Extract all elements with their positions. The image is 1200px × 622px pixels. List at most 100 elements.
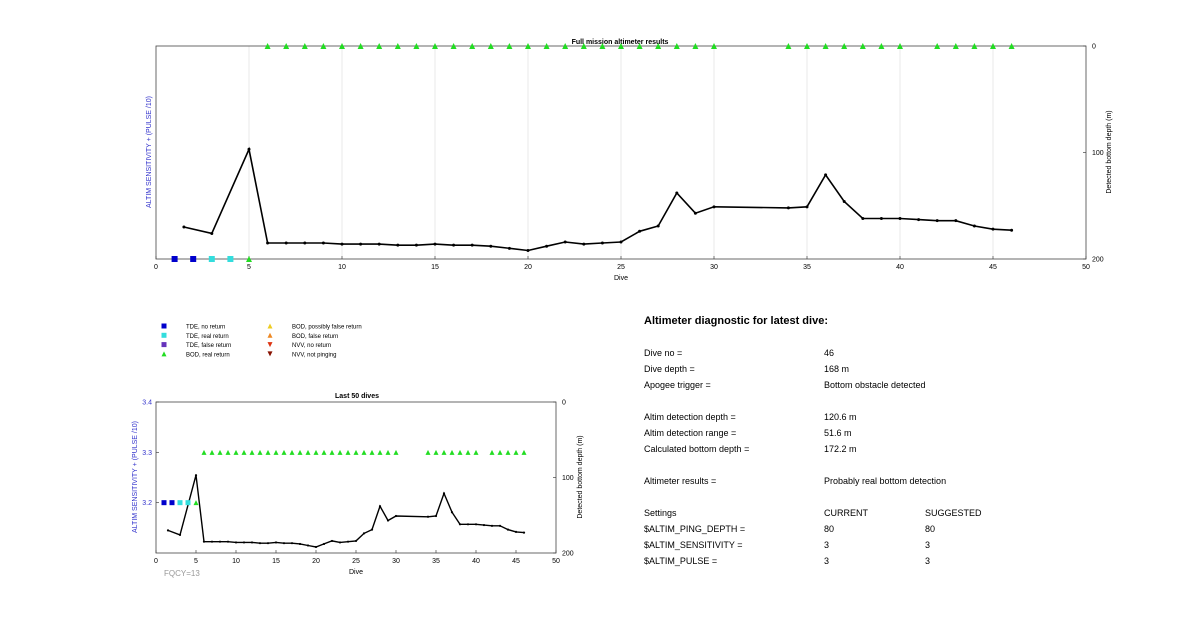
top-chart-ylabel: ALTIM SENSITIVITY + (PULSE /10) (146, 96, 153, 208)
depth-point (675, 191, 679, 195)
altimeter-status-marker (580, 43, 587, 49)
legend-marker (161, 332, 167, 338)
altimeter-status-marker (934, 43, 941, 49)
altimeter-status-marker (450, 43, 457, 49)
depth-point (346, 540, 350, 543)
depth-point (991, 227, 995, 231)
frequency-annotation: FQCY=13 (164, 569, 200, 578)
altimeter-status-marker (281, 449, 287, 455)
altimeter-status-marker (185, 500, 191, 506)
altimeter-status-marker (377, 449, 383, 455)
setting-current: 3 (824, 540, 830, 550)
altimeter-status-marker (264, 43, 271, 49)
altimeter-status-marker (465, 449, 471, 455)
legend-marker (267, 342, 273, 348)
setting-suggested: 3 (925, 540, 931, 550)
diagnostic-label: Dive no = (644, 348, 683, 358)
depth-point (234, 541, 238, 544)
altimeter-status-marker (521, 449, 527, 455)
settings-header-label: Settings (644, 508, 677, 518)
depth-point (396, 243, 400, 247)
depth-point (247, 147, 251, 151)
depth-series-line (167, 475, 525, 548)
diagnostic-row: Dive no = 46 (644, 348, 1184, 362)
x-tick-label: 5 (247, 264, 251, 271)
x-tick-label: 20 (312, 558, 320, 565)
diagnostic-row: Dive depth = 168 m (644, 364, 1184, 378)
depth-point (514, 530, 518, 533)
depth-point (458, 523, 462, 526)
bottom-chart-y2label: Detected bottom depth (m) (577, 435, 584, 518)
depth-point (600, 241, 604, 245)
depth-point (210, 231, 214, 235)
diagnostic-row: Altim detection range = 51.6 m (644, 428, 1184, 442)
depth-point (306, 544, 310, 547)
altimeter-status-marker (353, 449, 359, 455)
altimeter-status-marker (1008, 43, 1015, 49)
altimeter-status-marker (636, 43, 643, 49)
altimeter-status-marker (177, 500, 183, 506)
setting-current: 80 (824, 524, 835, 534)
altimeter-status-marker (599, 43, 606, 49)
settings-row: $ALTIM_PING_DEPTH = 80 80 (644, 524, 1184, 538)
altimeter-status-marker (711, 43, 717, 49)
altimeter-status-marker (469, 43, 476, 49)
x-tick-label: 10 (232, 558, 240, 565)
depth-point (338, 541, 342, 544)
legend-marker (161, 351, 167, 357)
altimeter-status-marker (339, 43, 345, 49)
depth-point (194, 474, 198, 477)
altimeter-status-marker (301, 43, 308, 49)
legend-marker (267, 332, 273, 338)
depth-point (619, 240, 623, 244)
altimeter-status-marker (822, 43, 829, 49)
depth-point (582, 242, 586, 246)
bottom-chart-frame (155, 401, 557, 554)
altimeter-status-marker (273, 449, 279, 455)
diagnostic-label: Calculated bottom depth = (644, 444, 750, 454)
depth-point (842, 199, 846, 203)
depth-point (824, 173, 828, 177)
depth-point (434, 514, 438, 518)
altimeter-status-marker (241, 449, 247, 455)
altimeter-status-marker (171, 256, 178, 262)
depth-point (450, 511, 454, 514)
depth-point (242, 541, 246, 544)
x-tick-label: 20 (524, 264, 532, 271)
x-tick-label: 0 (154, 558, 158, 565)
bottom-chart-xlabel: Dive (349, 569, 363, 576)
altimeter-status-marker (394, 43, 401, 49)
depth-point (274, 541, 278, 544)
altimeter-status-marker (497, 449, 503, 455)
altimeter-status-marker (161, 500, 167, 506)
depth-point (506, 528, 510, 531)
altimeter-status-marker (441, 449, 447, 455)
altimeter-status-marker (369, 449, 375, 455)
altimeter-status-marker (562, 43, 569, 49)
depth-point (498, 524, 502, 527)
x-tick-label: 45 (512, 558, 520, 565)
legend-marker (161, 323, 167, 329)
altimeter-status-marker (425, 449, 431, 455)
altimeter-status-marker (433, 449, 439, 455)
depth-point (426, 515, 430, 518)
x-tick-label: 30 (710, 264, 718, 271)
settings-row: $ALTIM_SENSITIVITY = 3 3 (644, 540, 1184, 554)
legend-label: TDE, real return (186, 334, 229, 340)
altimeter-status-marker (337, 449, 343, 455)
setting-suggested: 3 (925, 556, 931, 566)
altimeter-status-marker (859, 43, 866, 49)
depth-point (290, 542, 294, 545)
depth-point (378, 505, 382, 508)
setting-current: 3 (824, 556, 830, 566)
legend-label: BOD, real return (186, 352, 230, 358)
altimeter-status-marker (525, 43, 531, 49)
depth-point (490, 524, 494, 527)
altimeter-status-marker (201, 449, 207, 455)
depth-point (917, 218, 921, 222)
y2-tick-label: 200 (562, 551, 574, 558)
altimeter-status-marker (971, 43, 978, 49)
diagnostic-row: Apogee trigger = Bottom obstacle detecte… (644, 380, 1184, 394)
depth-point (266, 542, 270, 545)
